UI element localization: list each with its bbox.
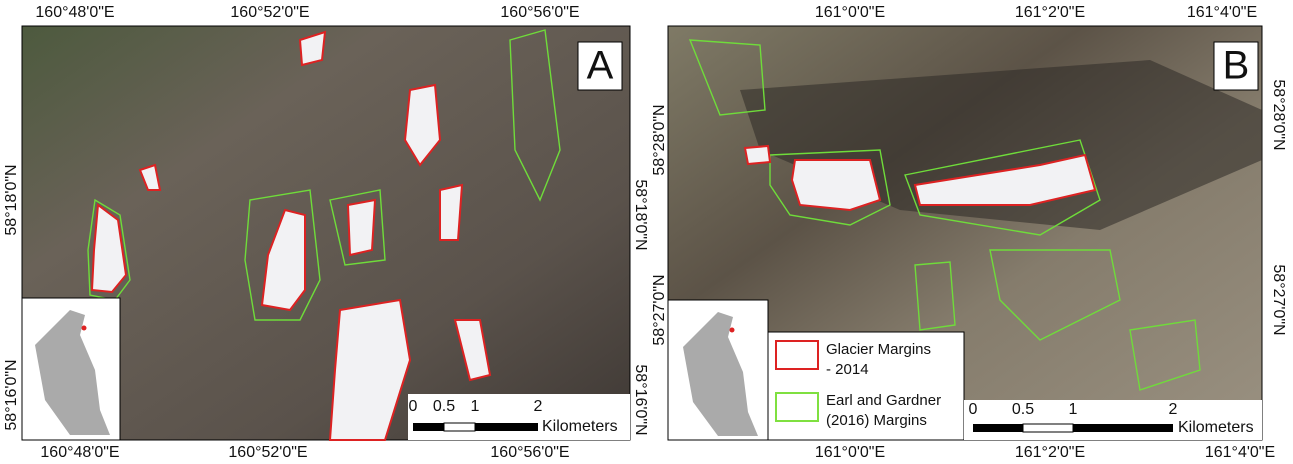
inset-landmass bbox=[683, 312, 758, 436]
inset-landmass bbox=[35, 310, 110, 435]
legend-label: Glacier Margins bbox=[826, 341, 931, 358]
scale-label: 0 bbox=[409, 398, 418, 415]
longitude-label: 160°56'0"E bbox=[500, 4, 579, 21]
glacier bbox=[790, 159, 882, 212]
legend-label: (2016) Margins bbox=[826, 412, 927, 429]
legend-label: Earl and Gardner bbox=[826, 392, 941, 409]
margin-outline bbox=[989, 249, 1121, 341]
scale-label: 0.5 bbox=[433, 398, 455, 415]
legend-swatch bbox=[775, 392, 819, 422]
inset-location bbox=[81, 325, 87, 331]
longitude-label: 161°2'0"E bbox=[1015, 444, 1085, 461]
scale-label: 2 bbox=[1169, 401, 1178, 418]
inset-location bbox=[729, 327, 735, 333]
longitude-label: 160°48'0"E bbox=[40, 444, 119, 461]
latitude-label: 58°28'0"N bbox=[1270, 79, 1287, 150]
latitude-label: 58°16'0"N bbox=[3, 359, 20, 430]
scale-segment bbox=[475, 423, 538, 431]
scale-label: 0 bbox=[969, 401, 978, 418]
margin-outline bbox=[904, 139, 1101, 236]
glacier bbox=[743, 144, 772, 166]
latitude-label: 58°18'0"N bbox=[632, 179, 649, 250]
margin-outline bbox=[914, 261, 956, 331]
latitude-label: 58°28'0"N bbox=[651, 104, 668, 175]
glacier bbox=[913, 153, 1097, 206]
latitude-label: 58°27'0"N bbox=[1270, 264, 1287, 335]
scale-label: 2 bbox=[534, 398, 543, 415]
margin-outline bbox=[688, 39, 766, 116]
scale-label: 1 bbox=[471, 398, 480, 415]
scale-unit: Kilometers bbox=[542, 418, 618, 435]
scale-unit: Kilometers bbox=[1178, 419, 1254, 436]
legend-label: - 2014 bbox=[826, 361, 869, 378]
panel-letter: A bbox=[587, 44, 614, 88]
margin-outline bbox=[329, 189, 386, 266]
panel-label-box bbox=[1213, 41, 1259, 91]
scale-bar-box bbox=[408, 394, 630, 440]
latitude-label: 58°16'0"N bbox=[632, 364, 649, 435]
latitude-label: 58°27'0"N bbox=[651, 274, 668, 345]
margin-outline bbox=[244, 189, 321, 321]
scale-segment bbox=[443, 422, 476, 432]
panel-letter: B bbox=[1223, 44, 1250, 88]
scale-segment bbox=[1073, 424, 1173, 432]
glacier bbox=[260, 208, 306, 312]
glacier bbox=[453, 319, 492, 382]
latitude-label: 58°18'0"N bbox=[3, 164, 20, 235]
scale-label: 1 bbox=[1069, 401, 1078, 418]
scale-bar-box bbox=[964, 400, 1262, 440]
margin-outline bbox=[509, 29, 561, 202]
glacier bbox=[328, 298, 412, 441]
scale-segment bbox=[973, 424, 1023, 432]
margin-outline bbox=[1129, 319, 1201, 391]
longitude-label: 160°48'0"E bbox=[35, 4, 114, 21]
scale-segment bbox=[1022, 423, 1074, 433]
glacier bbox=[439, 183, 464, 241]
glacier bbox=[90, 203, 128, 294]
glacier bbox=[346, 198, 377, 257]
longitude-label: 160°52'0"E bbox=[228, 444, 307, 461]
longitude-label: 161°0'0"E bbox=[815, 4, 885, 21]
glacier bbox=[298, 30, 327, 67]
longitude-label: 161°4'0"E bbox=[1187, 4, 1257, 21]
panel-b: B Glacier Margins - 2014 Earl and Gardne… bbox=[651, 4, 1287, 461]
glacier bbox=[403, 83, 442, 167]
margin-outline bbox=[769, 149, 891, 226]
panel-label-box bbox=[577, 41, 623, 91]
scale-label: 0.5 bbox=[1012, 401, 1034, 418]
longitude-label: 161°4'0"E bbox=[1205, 444, 1275, 461]
panel-a: A 0 0.5 1 2 Kilometers 160°48'0"E 160°52… bbox=[3, 4, 649, 461]
longitude-label: 160°56'0"E bbox=[490, 444, 569, 461]
legend-swatch bbox=[775, 340, 819, 370]
longitude-label: 161°2'0"E bbox=[1015, 4, 1085, 21]
longitude-label: 160°52'0"E bbox=[230, 4, 309, 21]
longitude-label: 161°0'0"E bbox=[815, 444, 885, 461]
scale-segment bbox=[413, 423, 444, 431]
glacier bbox=[138, 163, 162, 191]
